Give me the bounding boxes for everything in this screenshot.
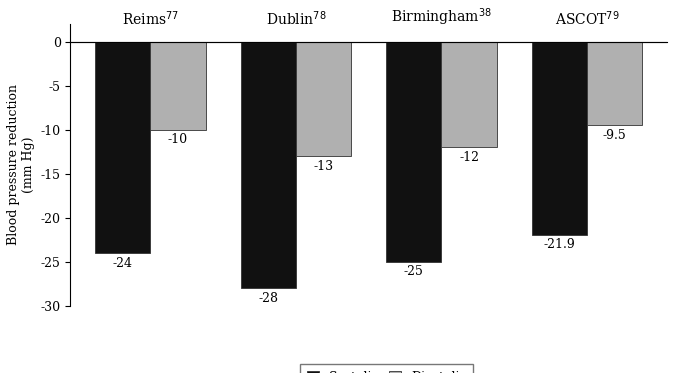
Text: -10: -10	[168, 133, 188, 146]
Text: -21.9: -21.9	[543, 238, 575, 251]
Bar	[95, 42, 150, 253]
Text: -25: -25	[404, 265, 424, 278]
Text: -9.5: -9.5	[603, 129, 627, 142]
Bar	[587, 42, 642, 125]
Text: Birmingham$^{38}$: Birmingham$^{38}$	[391, 7, 492, 28]
Bar	[150, 42, 206, 130]
Y-axis label: Blood pressure reduction
(mm Hg): Blood pressure reduction (mm Hg)	[7, 84, 35, 245]
Text: Dublin$^{78}$: Dublin$^{78}$	[266, 10, 326, 28]
Bar	[296, 42, 351, 156]
Bar	[532, 42, 587, 235]
Text: -13: -13	[313, 160, 334, 173]
Bar	[441, 42, 497, 147]
Text: -24: -24	[113, 257, 133, 270]
Bar	[386, 42, 441, 262]
Text: ASCOT$^{79}$: ASCOT$^{79}$	[555, 10, 619, 28]
Bar	[241, 42, 296, 288]
Text: Reims$^{77}$: Reims$^{77}$	[122, 10, 179, 28]
Text: -12: -12	[459, 151, 479, 164]
Legend: Systolic, Diastolic: Systolic, Diastolic	[301, 364, 473, 373]
Text: -28: -28	[258, 292, 278, 305]
